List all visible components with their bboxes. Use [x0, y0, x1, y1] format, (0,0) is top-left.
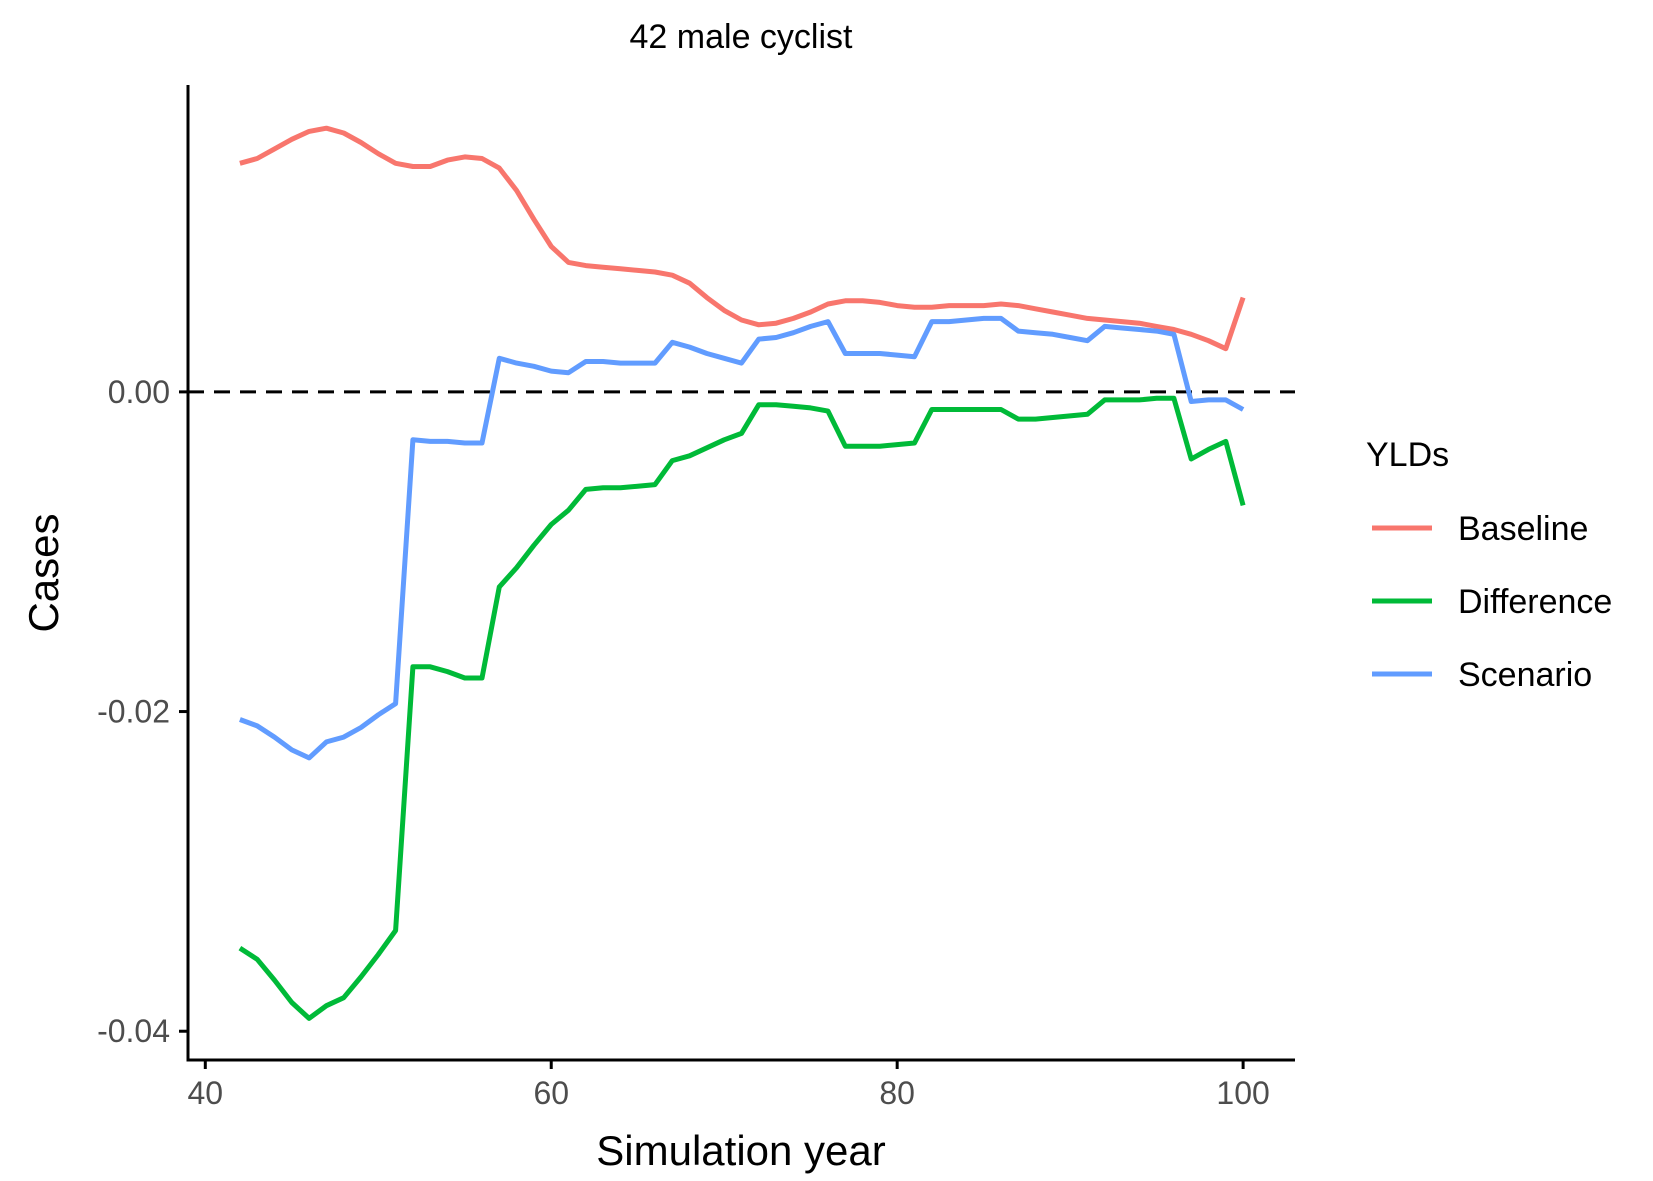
series-layer [238, 125, 1246, 1021]
y-axis-title: Cases [20, 513, 67, 632]
legend-item-scenario: Scenario [1372, 656, 1592, 694]
legend: YLDs Baseline Difference Scenario [1366, 436, 1612, 694]
y-tick-label: -0.04 [97, 1013, 170, 1049]
legend-item-baseline: Baseline [1372, 510, 1588, 548]
x-tick-label: 40 [188, 1075, 224, 1111]
legend-items: Baseline Difference Scenario [1372, 510, 1612, 694]
series-line-scenario [239, 315, 1245, 761]
legend-label-baseline: Baseline [1458, 510, 1588, 548]
chart-title: 42 male cyclist [630, 18, 854, 56]
x-axis-ticks: 40 60 80 100 [188, 1060, 1270, 1111]
x-tick-label: 60 [533, 1075, 569, 1111]
legend-item-difference: Difference [1372, 583, 1612, 621]
y-tick-label: -0.02 [97, 694, 170, 730]
y-axis-ticks: -0.04 -0.02 0.00 [97, 374, 188, 1049]
x-tick-label: 100 [1216, 1075, 1269, 1111]
legend-label-scenario: Scenario [1458, 656, 1592, 694]
legend-label-difference: Difference [1458, 583, 1612, 621]
series-line-baseline [239, 125, 1246, 352]
legend-title: YLDs [1366, 436, 1449, 474]
x-tick-label: 80 [879, 1075, 915, 1111]
series-line-difference [238, 395, 1246, 1021]
x-axis-title: Simulation year [596, 1127, 885, 1174]
plot-panel: -0.04 -0.02 0.00 40 60 80 100 [97, 85, 1295, 1111]
y-tick-label: 0.00 [108, 374, 170, 410]
